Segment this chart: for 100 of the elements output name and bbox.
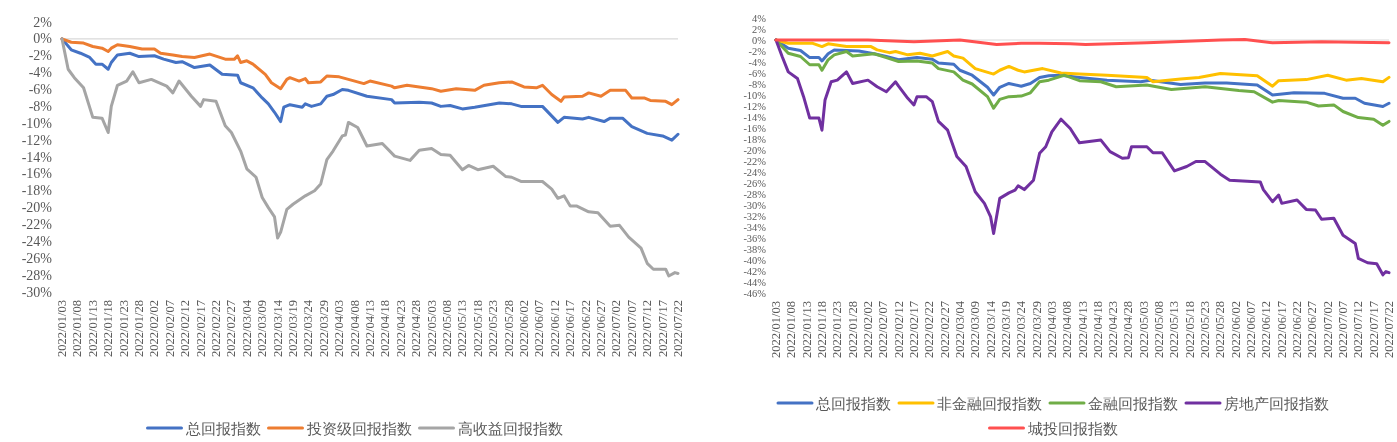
x-tick-label: 2022/03/24 (301, 299, 316, 357)
x-tick-label: 2022/06/27 (1305, 301, 1320, 358)
y-tick-label: -28% (743, 188, 767, 200)
x-tick-label: 2022/03/09 (255, 300, 270, 357)
x-tick-label: 2022/07/02 (1320, 301, 1335, 358)
x-tick-label: 2022/02/07 (876, 301, 891, 358)
x-tick-label: 2022/02/02 (147, 300, 162, 357)
x-tick-label: 2022/01/23 (830, 301, 845, 358)
x-tick-label: 2022/01/08 (784, 301, 799, 358)
x-tick-label: 2022/04/23 (1106, 301, 1121, 358)
y-tick-label: -20% (743, 144, 767, 156)
y-tick-label: -10% (21, 115, 53, 131)
x-tick-label: 2022/01/08 (70, 300, 85, 357)
y-tick-label: 2% (752, 23, 767, 35)
y-tick-label: -6% (28, 82, 53, 97)
legend-label: 总回报指数 (184, 419, 261, 437)
y-tick-label: -28% (21, 267, 53, 283)
x-tick-label: 2022/04/13 (1075, 301, 1090, 358)
legend-label: 投资级回报指数 (305, 419, 412, 437)
x-tick-label: 2022/03/04 (239, 299, 254, 357)
x-tick-label: 2022/03/24 (1014, 300, 1029, 358)
x-tick-label: 2022/03/29 (1029, 301, 1044, 358)
x-tick-label: 2022/04/28 (409, 300, 424, 357)
x-tick-label: 2022/04/23 (393, 300, 408, 357)
legend-label: 非金融回报指数 (937, 394, 1042, 412)
x-tick-label: 2022/07/22 (671, 300, 685, 357)
x-tick-label: 2022/06/02 (517, 300, 531, 357)
x-tick-label: 2022/02/12 (891, 301, 906, 358)
x-tick-label: 2022/03/04 (952, 300, 967, 358)
x-tick-label: 2022/07/07 (1336, 301, 1351, 358)
x-tick-label: 2022/07/22 (1382, 301, 1396, 358)
y-tick-label: -8% (748, 78, 767, 90)
y-tick-label: -16% (743, 122, 767, 134)
x-tick-label: 2022/04/28 (1121, 301, 1136, 358)
x-tick-label: 2022/05/13 (1167, 301, 1182, 358)
legend-label: 高收益回报指数 (457, 419, 563, 437)
x-tick-label: 2022/03/19 (286, 300, 300, 357)
x-tick-label: 2022/02/17 (906, 301, 921, 358)
x-tick-label: 2022/06/07 (1244, 301, 1259, 358)
x-tick-label: 2022/04/18 (378, 300, 393, 357)
y-tick-label: -10% (743, 89, 767, 101)
x-tick-label: 2022/05/08 (1152, 301, 1167, 358)
y-tick-label: -2% (28, 48, 53, 64)
x-tick-label: 2022/05/28 (1213, 301, 1228, 358)
y-tick-label: -30% (21, 284, 53, 300)
x-tick-label: 2022/06/12 (547, 300, 562, 357)
y-tick-label: 2% (33, 14, 53, 30)
x-tick-label: 2022/01/23 (116, 300, 131, 357)
x-tick-label: 2022/03/14 (983, 300, 998, 358)
y-tick-label: 0% (33, 31, 53, 47)
y-tick-label: -4% (28, 65, 53, 81)
x-tick-label: 2022/03/14 (270, 299, 285, 357)
x-tick-label: 2022/07/07 (624, 300, 639, 357)
x-tick-label: 2022/01/03 (769, 301, 783, 358)
y-tick-label: -32% (743, 210, 767, 222)
x-tick-label: 2022/06/22 (1290, 301, 1305, 358)
x-tick-label: 2022/07/02 (609, 300, 624, 357)
x-tick-label: 2022/05/18 (470, 300, 485, 357)
y-tick-label: -26% (21, 250, 53, 266)
x-tick-label: 2022/05/03 (424, 300, 439, 357)
y-tick-label: -36% (743, 232, 767, 244)
x-tick-label: 2022/06/12 (1259, 301, 1274, 358)
y-tick-label: -24% (743, 166, 767, 178)
y-tick-label: -26% (743, 177, 767, 189)
x-tick-label: 2022/04/13 (363, 300, 377, 357)
y-tick-label: -46% (743, 287, 767, 299)
x-tick-label: 2022/02/17 (193, 300, 208, 357)
x-tick-label: 2022/01/13 (85, 300, 100, 357)
y-tick-label: -38% (743, 243, 767, 255)
legend-label: 金融回报指数 (1088, 394, 1178, 412)
x-tick-label: 2022/03/09 (968, 301, 983, 358)
x-tick-label: 2022/05/18 (1182, 301, 1197, 358)
y-tick-label: -8% (28, 98, 53, 114)
x-tick-label: 2022/04/08 (347, 300, 362, 357)
x-tick-label: 2022/04/03 (1044, 301, 1059, 358)
x-tick-label: 2022/06/17 (1274, 301, 1289, 358)
x-tick-label: 2022/01/13 (799, 301, 814, 358)
x-tick-label: 2022/05/28 (501, 300, 516, 357)
y-tick-label: -16% (21, 166, 53, 182)
x-tick-label: 2022/01/28 (132, 300, 146, 357)
y-tick-label: -12% (21, 132, 53, 148)
y-tick-label: -22% (743, 155, 767, 167)
x-tick-label: 2022/04/18 (1090, 301, 1105, 358)
y-tick-label: -24% (21, 233, 53, 249)
x-tick-label: 2022/03/29 (316, 300, 331, 357)
x-tick-label: 2022/01/18 (814, 301, 829, 358)
x-tick-label: 2022/04/03 (332, 300, 347, 357)
x-tick-label: 2022/06/02 (1228, 301, 1243, 358)
x-tick-label: 2022/05/23 (1198, 301, 1213, 358)
y-tick-label: -40% (743, 254, 767, 266)
y-tick-label: -12% (743, 100, 767, 112)
x-tick-label: 2022/03/19 (998, 301, 1013, 358)
x-tick-label: 2022/07/12 (640, 300, 655, 357)
x-tick-label: 2022/05/08 (440, 300, 454, 357)
x-tick-label: 2022/06/07 (532, 300, 547, 357)
y-tick-label: -4% (748, 56, 767, 68)
y-tick-label: -6% (748, 67, 767, 79)
y-tick-label: -18% (21, 183, 53, 199)
y-tick-label: -42% (743, 265, 767, 277)
x-tick-label: 2022/06/22 (578, 300, 593, 357)
